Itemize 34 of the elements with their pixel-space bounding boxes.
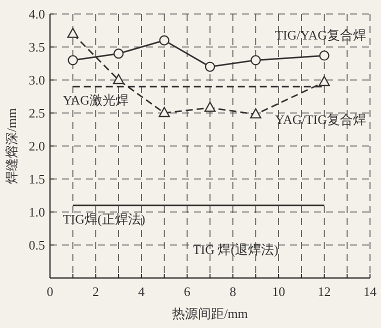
x-tick-label: 4: [138, 284, 146, 299]
x-tick-label: 0: [46, 284, 54, 299]
point: [319, 50, 330, 61]
x-tick-label: 6: [184, 284, 191, 299]
y-tick-label: 4.0: [28, 6, 45, 22]
point: [318, 76, 330, 86]
y-axis-title: 焊缝熔深/mm: [4, 108, 19, 184]
y-tick-label: 2.0: [28, 138, 45, 154]
y-tick-label: 2.5: [28, 106, 45, 120]
point: [250, 55, 261, 66]
x-tick-label: 2: [92, 284, 99, 299]
point: [204, 102, 216, 112]
point: [158, 106, 170, 118]
annotation: TIG 焊(退焊法): [192, 242, 278, 258]
y-tick-label: 0.5: [28, 238, 45, 252]
point: [113, 48, 124, 59]
y-tick-label: 1.0: [28, 204, 45, 220]
point: [67, 28, 78, 38]
series-label: TIG焊(正焊法): [62, 211, 146, 226]
x-tick-label: 10: [272, 284, 286, 299]
x-tick-label: 12: [318, 284, 331, 299]
x-tick-label: 8: [230, 284, 236, 299]
point: [68, 55, 78, 66]
y-tick-label: 3.0: [28, 72, 45, 88]
series-label: YAG/TIG复合焊: [275, 112, 366, 127]
point: [250, 108, 262, 118]
y-tick-label: 1.5: [28, 172, 45, 186]
point: [159, 35, 170, 46]
x-tick-label: 14: [364, 284, 377, 299]
point: [112, 74, 124, 84]
point: [204, 62, 216, 72]
series-label: TIG/YAG复合焊: [275, 28, 366, 43]
x-axis-title: 热源间距/mm: [172, 306, 248, 321]
y-tick-label: 3.5: [28, 40, 45, 54]
